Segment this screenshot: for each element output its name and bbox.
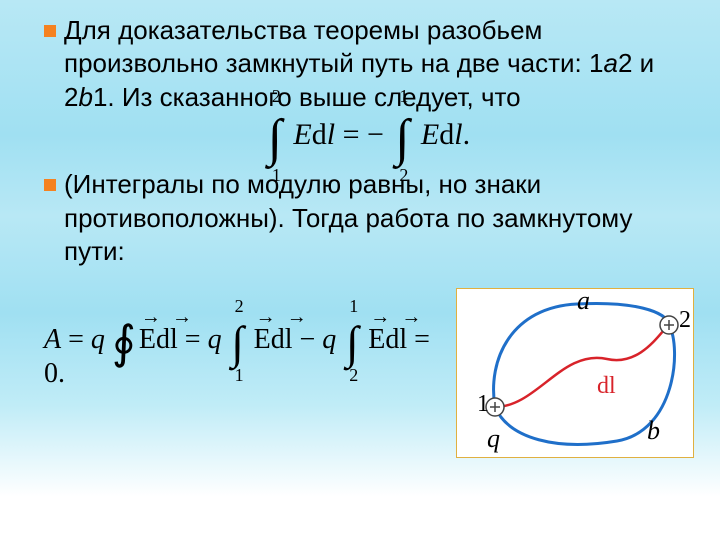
eq1-lhs-d: d: [312, 118, 327, 151]
square-bullet-icon: [44, 25, 56, 37]
vector-arrow-icon: →: [287, 306, 307, 329]
eq2-q1: q: [91, 324, 105, 355]
diagram-label-dl: dl: [597, 373, 616, 399]
integral-icon: ∫: [231, 329, 244, 357]
paragraph-1: Для доказательства теоремы разобьем прои…: [64, 14, 690, 114]
eq1-rhs-E: E: [421, 118, 439, 151]
bullet-item-2: (Интегралы по модулю равны, но знаки про…: [44, 168, 690, 268]
eq1-neg: −: [367, 118, 384, 151]
square-bullet-icon: [44, 179, 56, 191]
diagram-label-a: a: [577, 289, 590, 315]
integral-icon: ∫: [268, 123, 282, 154]
eq1-lhs-E: E: [293, 118, 311, 151]
diagram-label-1: 1: [477, 391, 489, 417]
p1-seg-a: Для доказательства теоремы разобьем прои…: [64, 15, 603, 78]
eq1-lhs-lower: 1: [272, 165, 281, 186]
eq1-rhs-d: d: [439, 118, 454, 151]
contour-integral-icon: ∮: [112, 329, 136, 357]
path-diagram-svg: a b 1 2 q dl: [457, 289, 693, 457]
eq1-rhs-upper: 1: [399, 86, 408, 107]
bullet-item-1: Для доказательства теоремы разобьем прои…: [44, 14, 690, 114]
p1-seg-d: b: [78, 82, 92, 112]
eq1-lhs-upper: 2: [272, 86, 281, 107]
vector-arrow-icon: →: [401, 306, 421, 329]
p1-seg-b: a: [603, 48, 617, 78]
diagram-label-2: 2: [679, 307, 691, 333]
eq2-q2: q: [208, 324, 222, 355]
eq2-lo2: 1: [235, 365, 244, 386]
eq1-eq: =: [343, 118, 367, 151]
eq2-A: A: [44, 324, 61, 355]
diagram-label-b: b: [647, 416, 660, 445]
node-2: [660, 316, 678, 334]
eq1-rhs-l: l: [454, 118, 462, 151]
equation-2: A = q ∮ → E d → l = q 2 ∫ 1: [44, 288, 456, 390]
integral-icon: ∫: [395, 123, 409, 154]
vector-arrow-icon: →: [141, 306, 161, 329]
eq2-q3: q: [322, 324, 336, 355]
p1-seg-e: 1. Из сказанного выше следует, что: [93, 82, 521, 112]
equation-1: 2 ∫ 1 Edl = − 1 ∫ 2 Edl.: [44, 118, 690, 154]
integral-icon: ∫: [346, 329, 359, 357]
eq2-up3: 1: [349, 296, 358, 317]
diagram-label-q: q: [487, 424, 500, 453]
eq1-dot: .: [463, 118, 471, 151]
vector-arrow-icon: →: [172, 306, 192, 329]
vector-arrow-icon: →: [256, 306, 276, 329]
eq1-rhs-lower: 2: [399, 165, 408, 186]
eq2-up2: 2: [235, 296, 244, 317]
eq1-lhs-l: l: [327, 118, 335, 151]
inner-curve-path: [495, 325, 669, 407]
paragraph-2: (Интегралы по модулю равны, но знаки про…: [64, 168, 690, 268]
vector-arrow-icon: →: [370, 306, 390, 329]
path-diagram: a b 1 2 q dl: [456, 288, 694, 458]
eq2-eq1: =: [61, 324, 91, 355]
eq2-lo3: 2: [349, 365, 358, 386]
